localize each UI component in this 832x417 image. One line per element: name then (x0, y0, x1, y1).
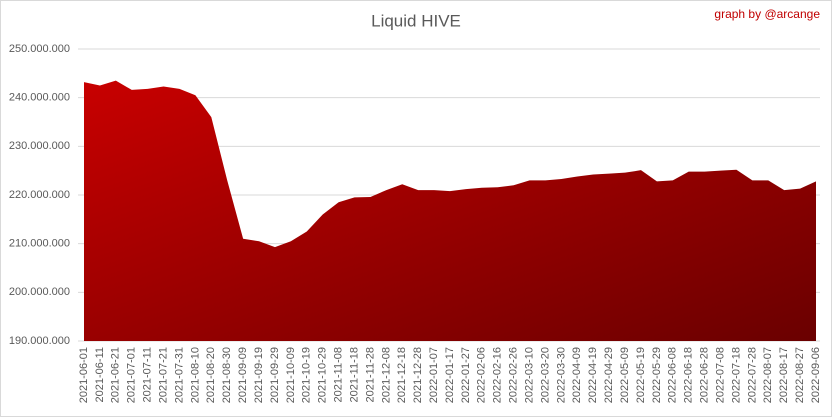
x-tick-label: 2022-04-29 (603, 347, 615, 403)
x-tick-label: 2022-04-09 (571, 347, 583, 403)
y-tick-label: 240.000.000 (9, 92, 70, 104)
x-tick-label: 2022-04-19 (587, 347, 599, 403)
x-tick-label: 2022-09-06 (810, 347, 822, 403)
x-tick-label: 2022-03-10 (523, 347, 535, 403)
x-tick-label: 2022-01-07 (428, 347, 440, 403)
x-tick-label: 2021-12-28 (412, 347, 424, 403)
x-tick-label: 2021-06-11 (94, 347, 106, 402)
x-tick-label: 2022-08-17 (778, 347, 790, 403)
x-tick-label: 2022-02-06 (476, 347, 488, 403)
x-tick-label: 2021-07-11 (142, 347, 154, 402)
annotation: graph by @arcange (714, 7, 820, 21)
x-tick-label: 2022-02-16 (492, 347, 504, 403)
x-tick-label: 2022-07-08 (714, 347, 726, 403)
x-tick-label: 2021-06-21 (110, 347, 122, 403)
x-tick-label: 2022-03-20 (539, 347, 551, 403)
y-tick-label: 200.000.000 (9, 286, 70, 298)
y-tick-label: 230.000.000 (9, 140, 70, 152)
chart-title: Liquid HIVE (371, 11, 461, 30)
y-tick-label: 190.000.000 (9, 335, 70, 347)
x-tick-label: 2022-03-30 (555, 347, 567, 403)
x-tick-label: 2022-06-08 (667, 347, 679, 403)
x-tick-label: 2021-11-08 (333, 347, 345, 402)
x-tick-label: 2021-08-20 (205, 347, 217, 403)
x-tick-label: 2022-07-28 (746, 347, 758, 403)
x-tick-label: 2021-12-18 (396, 347, 408, 403)
x-tick-label: 2022-05-29 (651, 347, 663, 403)
x-tick-label: 2021-10-29 (317, 347, 329, 403)
x-tick-label: 2021-10-09 (285, 347, 297, 403)
x-tick-label: 2021-07-31 (173, 347, 185, 403)
x-tick-label: 2022-07-18 (730, 347, 742, 403)
x-tick-label: 2021-06-01 (78, 347, 90, 403)
x-tick-label: 2021-08-30 (221, 347, 233, 403)
x-tick-label: 2022-05-09 (619, 347, 631, 403)
x-tick-label: 2021-12-08 (380, 347, 392, 403)
x-tick-label: 2021-07-01 (126, 347, 138, 403)
y-tick-label: 210.000.000 (9, 238, 70, 250)
y-tick-label: 220.000.000 (9, 189, 70, 201)
x-tick-label: 2021-10-19 (301, 347, 313, 403)
x-tick-label: 2021-11-28 (364, 347, 376, 402)
x-tick-label: 2021-07-21 (157, 347, 169, 403)
x-tick-label: 2022-02-26 (508, 347, 520, 403)
area (84, 80, 816, 341)
x-tick-label: 2022-05-19 (635, 347, 647, 403)
x-tick-label: 2022-01-17 (444, 347, 456, 403)
x-tick-label: 2022-08-07 (762, 347, 774, 403)
x-tick-label: 2021-11-18 (348, 347, 360, 402)
x-tick-label: 2022-01-27 (460, 347, 472, 403)
x-tick-label: 2021-09-09 (237, 347, 249, 403)
x-tick-label: 2022-06-28 (699, 347, 711, 403)
x-tick-label: 2021-09-19 (253, 347, 265, 403)
y-tick-label: 250.000.000 (9, 43, 70, 55)
x-tick-label: 2022-08-27 (794, 347, 806, 403)
x-tick-label: 2022-06-18 (683, 347, 695, 403)
x-tick-label: 2021-09-29 (269, 347, 281, 403)
x-tick-label: 2021-08-10 (189, 347, 201, 403)
